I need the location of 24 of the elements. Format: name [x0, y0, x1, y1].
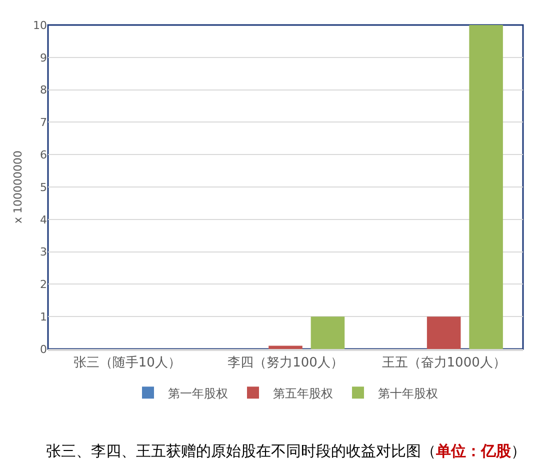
x-tick-label: 王五（奋力1000人） [382, 356, 506, 371]
chart-title: 张三、李四、王五获赠的原始股在不同时段的收益对比图（ [46, 442, 436, 460]
legend-label: 第五年股权 [273, 386, 333, 400]
y-tick-label: 5 [40, 180, 47, 194]
y-tick-label: 1 [40, 310, 47, 324]
y-tick-label: 2 [40, 278, 47, 292]
bar [268, 346, 302, 349]
legend-label: 第一年股权 [168, 386, 228, 400]
text: 单位：亿股） [436, 442, 526, 460]
y-tick-label: 7 [40, 116, 47, 130]
y-tick-label: 10 [33, 18, 47, 32]
y-tick-label: 3 [40, 246, 47, 259]
y-tick-label: 8 [40, 84, 47, 97]
y-tick-label: 4 [40, 213, 47, 226]
bar [426, 316, 461, 349]
y-tick-label: 0 [40, 342, 47, 356]
x-tick-label: 李四（努力100人） [228, 356, 344, 371]
bar [310, 316, 345, 349]
bar [469, 25, 503, 349]
x-tick-label: 张三（随手10人） [73, 356, 181, 371]
y-axis-title: x 100000000 [12, 150, 25, 224]
y-tick-label: 6 [40, 148, 47, 162]
legend-label: 第十年股权 [378, 386, 438, 400]
y-tick-label: 9 [40, 51, 47, 64]
